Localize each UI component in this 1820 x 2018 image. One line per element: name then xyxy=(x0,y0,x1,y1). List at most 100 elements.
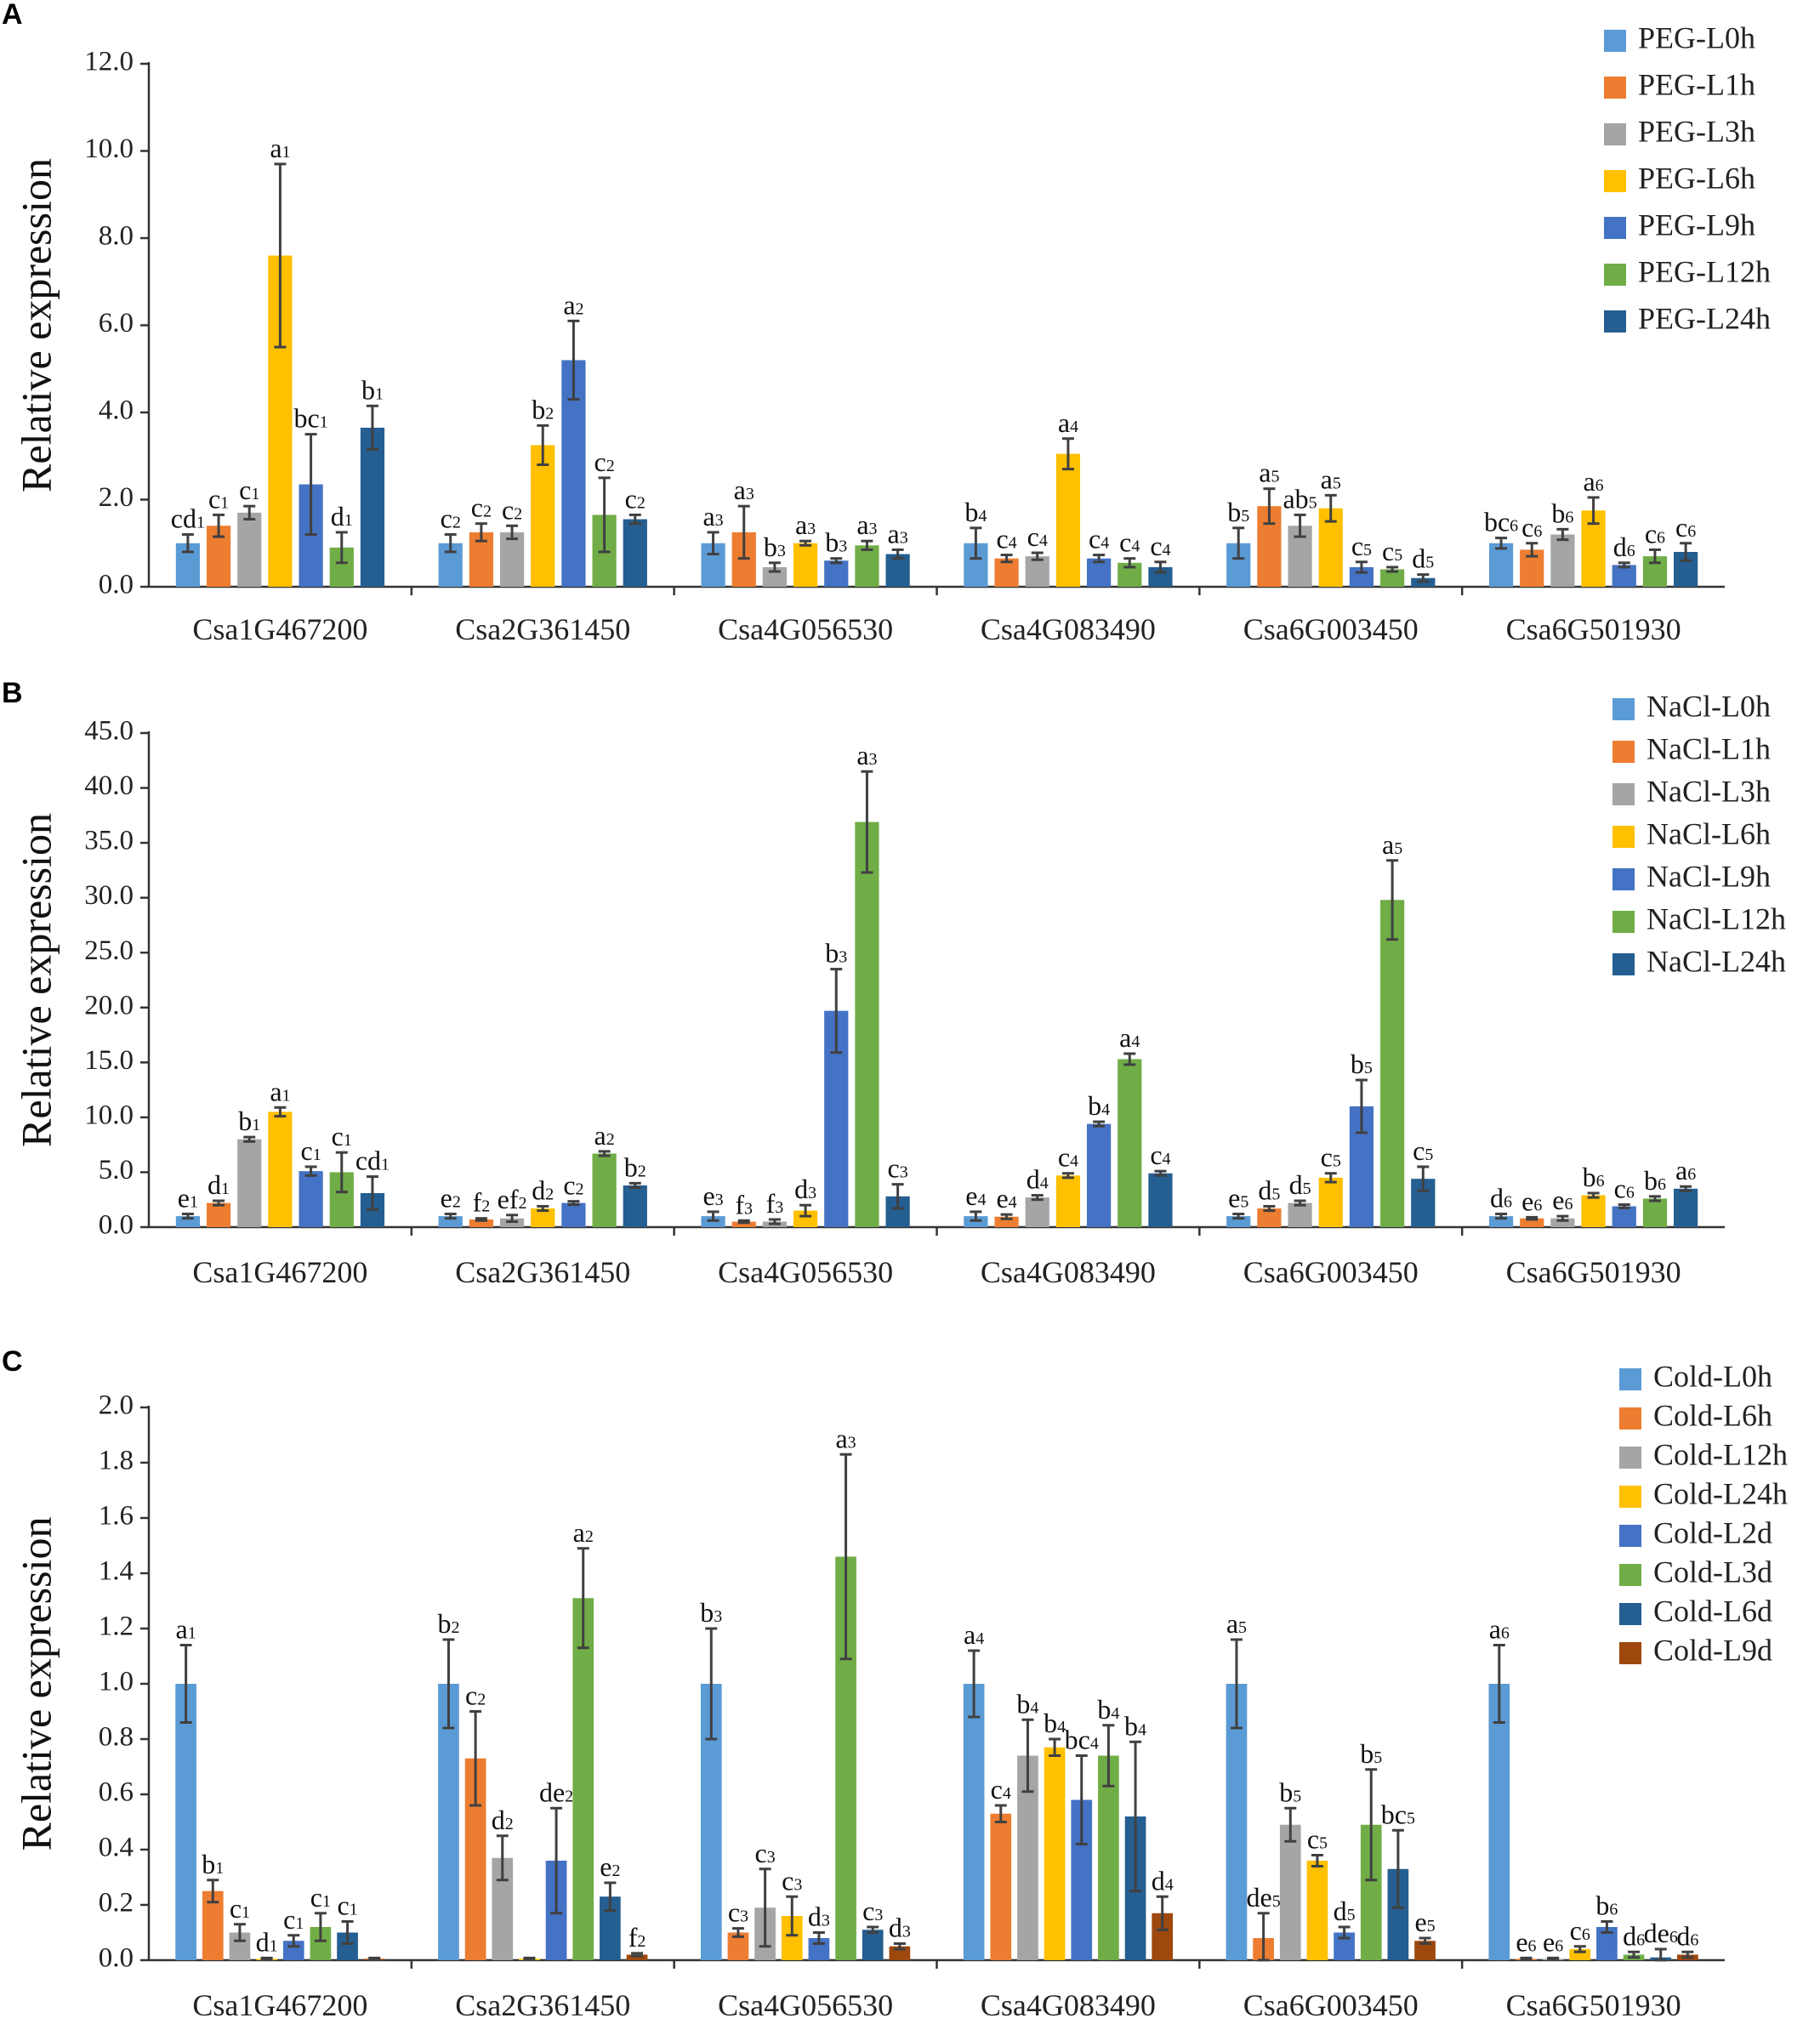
bar xyxy=(1055,1175,1081,1227)
category-label: Csa4G083490 xyxy=(981,612,1156,646)
y-tick-label: 45.0 xyxy=(84,716,134,747)
significance-label: c3 xyxy=(782,1865,802,1896)
significance-label: d6 xyxy=(1490,1183,1512,1214)
significance-label: a3 xyxy=(734,475,754,505)
significance-label: c2 xyxy=(594,446,615,477)
legend-label: PEG-L0h xyxy=(1638,20,1755,54)
bar xyxy=(1148,566,1173,587)
y-tick-label: 0.0 xyxy=(99,1943,134,1974)
legend-swatch xyxy=(1604,264,1626,286)
bar xyxy=(994,1216,1019,1227)
legend-swatch xyxy=(1612,953,1635,975)
y-tick-label: 4.0 xyxy=(99,395,134,426)
significance-label: a3 xyxy=(702,501,723,532)
significance-label: f2 xyxy=(628,1922,646,1953)
panel-b: B Relative expression 0.0 5.0 10.0 15.0 20.0 25… xyxy=(2,677,1786,1289)
significance-label: c6 xyxy=(1614,1174,1635,1204)
y-tick-label: 35.0 xyxy=(84,826,134,856)
bar xyxy=(855,545,879,587)
significance-label: d5 xyxy=(1289,1169,1311,1200)
legend-label: NaCl-L9h xyxy=(1647,859,1771,893)
significance-label: c5 xyxy=(1351,531,1372,561)
legend-label: Cold-L0h xyxy=(1653,1359,1772,1393)
bar xyxy=(1318,1177,1343,1227)
significance-label: e2 xyxy=(600,1851,620,1882)
significance-label: c1 xyxy=(239,475,259,505)
bar xyxy=(1414,1941,1436,1960)
y-tick-label: 2.0 xyxy=(99,1390,134,1421)
legend-label: PEG-L24h xyxy=(1638,301,1771,335)
significance-label: a6 xyxy=(1489,1614,1510,1645)
significance-label: d6 xyxy=(1613,532,1635,562)
bar xyxy=(206,1202,231,1227)
legend-swatch xyxy=(1612,741,1635,763)
significance-label: b6 xyxy=(1644,1165,1666,1196)
bar xyxy=(1226,1216,1251,1227)
significance-label: d1 xyxy=(208,1169,230,1200)
y-tick-label: 10.0 xyxy=(84,1100,134,1130)
significance-label: b5 xyxy=(1227,497,1249,527)
bar xyxy=(1379,569,1405,587)
significance-label: bc5 xyxy=(1381,1799,1415,1829)
significance-label: c2 xyxy=(625,483,646,514)
bar xyxy=(1612,1206,1636,1227)
bar xyxy=(499,532,525,587)
significance-label: e6 xyxy=(1521,1185,1542,1216)
category-label: Csa6G003450 xyxy=(1243,612,1419,646)
panel-letter: A xyxy=(2,0,23,31)
y-tick-label: 30.0 xyxy=(84,880,134,911)
bar xyxy=(1306,1861,1328,1960)
category-label: Csa6G003450 xyxy=(1243,1988,1419,2018)
significance-label: f3 xyxy=(735,1189,753,1219)
category-label: Csa1G467200 xyxy=(192,1988,367,2018)
significance-label: c4 xyxy=(1058,1142,1078,1173)
significance-label: b4 xyxy=(1088,1090,1110,1121)
legend-label: PEG-L12h xyxy=(1638,254,1771,288)
bar xyxy=(762,566,788,587)
bar xyxy=(531,1208,555,1227)
significance-label: b6 xyxy=(1551,497,1573,528)
bar xyxy=(438,1216,463,1227)
legend-label: NaCl-L3h xyxy=(1647,774,1771,808)
panel-c: C Relative expression 0.0 0.2 0.4 0.6 0.8 1.0 1.… xyxy=(2,1345,1788,2018)
legend-label: PEG-L9h xyxy=(1638,207,1755,242)
significance-label: c3 xyxy=(888,1153,908,1184)
y-tick-label: 0.4 xyxy=(99,1833,134,1863)
significance-label: d2 xyxy=(492,1805,514,1835)
significance-label: cd1 xyxy=(355,1145,390,1176)
significance-label: d3 xyxy=(808,1901,830,1932)
significance-label: a4 xyxy=(1058,407,1078,438)
bar xyxy=(469,1219,494,1227)
significance-label: c5 xyxy=(1321,1142,1341,1173)
bar xyxy=(824,560,849,587)
legend-swatch xyxy=(1604,123,1626,145)
bar xyxy=(855,821,879,1227)
bar xyxy=(1379,900,1405,1227)
significance-label: b6 xyxy=(1595,1890,1618,1921)
legend-label: NaCl-L1h xyxy=(1647,731,1771,765)
bar xyxy=(1148,1173,1173,1227)
y-tick-label: 1.4 xyxy=(99,1556,134,1587)
significance-label: a5 xyxy=(1321,463,1341,494)
legend-swatch xyxy=(1604,170,1626,192)
significance-label: d1 xyxy=(331,501,353,532)
significance-label: e5 xyxy=(1228,1183,1248,1214)
legend-label: NaCl-L0h xyxy=(1647,689,1771,723)
bar xyxy=(626,1954,648,1960)
significance-label: c3 xyxy=(728,1897,748,1928)
significance-label: c1 xyxy=(310,1882,331,1913)
significance-label: c1 xyxy=(283,1904,304,1935)
significance-label: a1 xyxy=(176,1614,196,1645)
legend-label: PEG-L1h xyxy=(1638,67,1755,101)
significance-label: c1 xyxy=(332,1121,352,1151)
significance-label: b2 xyxy=(437,1608,459,1639)
bar xyxy=(1055,453,1081,587)
bar xyxy=(1226,1684,1248,1960)
significance-label: d3 xyxy=(889,1913,911,1943)
bar xyxy=(1288,1202,1312,1227)
bar xyxy=(1488,1216,1514,1227)
bar xyxy=(1025,556,1049,587)
legend-label: Cold-L6h xyxy=(1653,1398,1772,1432)
significance-label: c4 xyxy=(991,1774,1011,1805)
bar xyxy=(793,1210,818,1227)
